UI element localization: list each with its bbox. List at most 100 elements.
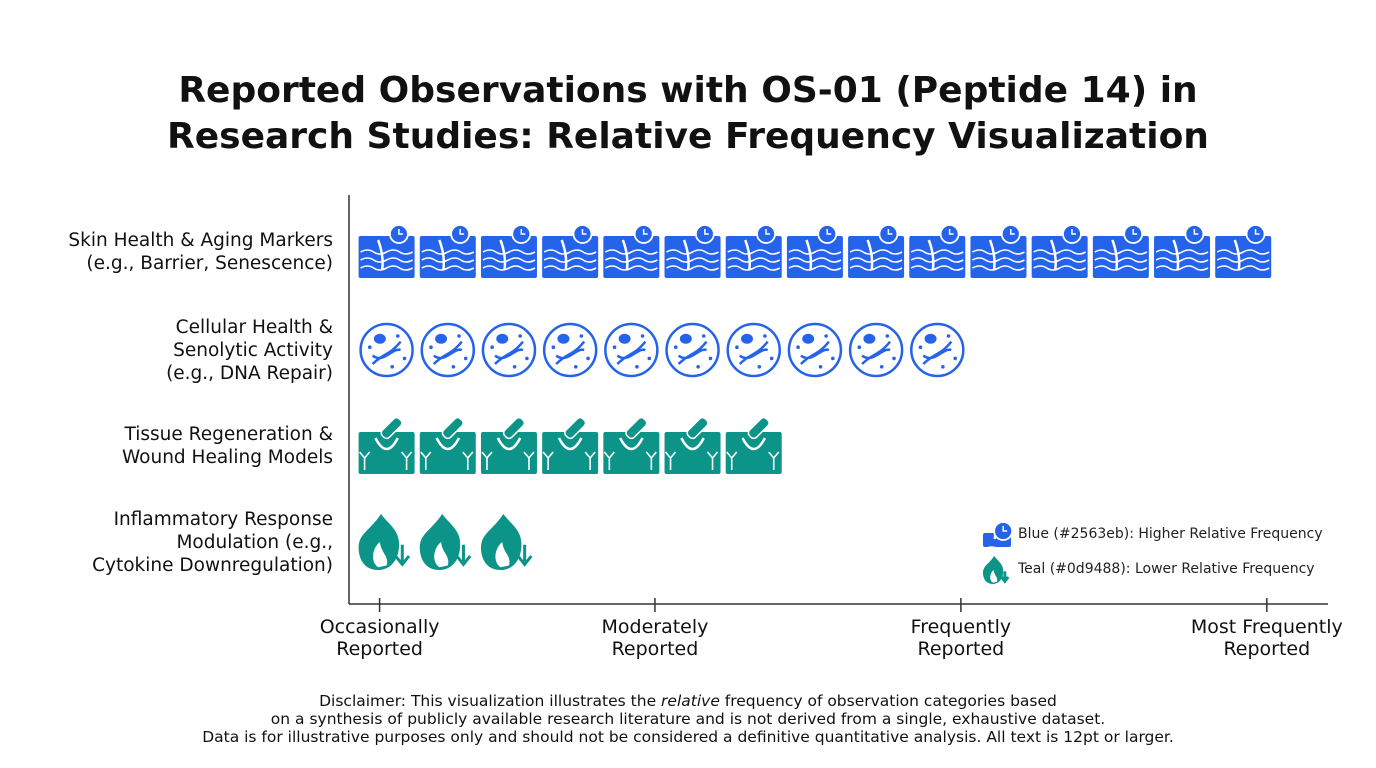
x-tick-label: Occasionally Reported: [319, 616, 440, 660]
icon-part: [988, 239, 996, 271]
icon-part: [542, 432, 599, 474]
chart-title: Reported Observations with OS-01 (Peptid…: [167, 70, 1209, 157]
icon-part: [708, 356, 713, 361]
icon-part: [666, 265, 719, 271]
icon-part: [802, 333, 815, 344]
icon-part: [373, 542, 388, 568]
icon-part: [520, 229, 526, 235]
icon-part: [863, 333, 876, 344]
icon: [848, 322, 904, 378]
icon-part: [573, 365, 578, 369]
icon-part: [455, 544, 472, 567]
disclaimer-text: frequency of observation categories base…: [202, 692, 1174, 746]
icon-part: [603, 451, 657, 470]
icon: [786, 224, 843, 278]
icon-part: [927, 239, 935, 271]
icon-part: [826, 229, 832, 235]
icon-part: [496, 333, 509, 344]
icon-part: [495, 542, 510, 568]
icon-part: [787, 322, 843, 378]
icon-part: [434, 542, 449, 568]
icon-part: [946, 334, 951, 338]
icon-part: [1216, 257, 1270, 263]
icon-part: [1132, 229, 1138, 235]
icon-part: [421, 249, 475, 255]
icon-part: [421, 265, 475, 271]
icon-part: [420, 322, 476, 378]
y-tick-label: Skin Health & Aging Markers (e.g., Barri…: [68, 230, 333, 274]
icon: [664, 224, 721, 278]
icon-part: [1254, 229, 1260, 235]
icon: [664, 416, 721, 474]
icon-part: [502, 416, 526, 440]
icon-part: [849, 265, 903, 271]
icon-part: [1216, 249, 1270, 255]
x-tick-label: Frequently Reported: [910, 616, 1012, 660]
icon-part: [604, 257, 658, 263]
icon-part: [543, 249, 597, 255]
icon-part: [786, 236, 843, 278]
icon-part: [984, 546, 1038, 552]
icon-part: [557, 333, 570, 344]
icon: [725, 224, 782, 278]
icon: [481, 322, 537, 378]
icon-part: [603, 432, 660, 474]
icon: [726, 322, 781, 378]
pictogram-row: [358, 224, 1272, 278]
disclaimer-emphasis: relative: [661, 692, 720, 710]
icon-part: [769, 356, 774, 361]
icon-part: [726, 451, 780, 470]
icon-part: [499, 239, 507, 271]
disclaimer-text: Disclaimer: This visualization illustrat…: [319, 692, 662, 710]
icon-part: [788, 265, 842, 271]
icon-part: [677, 340, 708, 365]
icon-part: [438, 239, 446, 271]
icon-part: [481, 451, 535, 470]
icon-part: [686, 416, 709, 440]
icon-part: [429, 345, 433, 349]
icon-part: [1033, 257, 1087, 263]
icon-part: [909, 236, 966, 278]
icon-part: [918, 345, 923, 349]
icon: [725, 416, 782, 474]
icon: [787, 322, 843, 378]
icon-part: [922, 340, 953, 365]
icon-part: [612, 345, 617, 349]
icon-part: [857, 345, 862, 349]
icon-part: [1155, 257, 1209, 263]
icon-part: [666, 249, 719, 255]
icon-part: [419, 236, 476, 278]
icon-part: [402, 356, 407, 361]
icon: [419, 224, 476, 278]
icon-part: [1154, 236, 1211, 278]
icon-part: [542, 322, 598, 378]
icon-part: [990, 570, 998, 583]
icon-part: [910, 257, 964, 263]
icon: [603, 224, 660, 278]
icon-part: [394, 544, 411, 567]
icon-part: [1094, 257, 1148, 263]
icon-part: [1094, 249, 1148, 255]
icon-part: [664, 432, 721, 474]
icon-part: [972, 249, 1025, 255]
icon: [358, 224, 415, 278]
icon-part: [818, 365, 823, 369]
icon-part: [887, 229, 893, 235]
icon-part: [948, 229, 954, 235]
icon-part: [848, 322, 904, 378]
icon-part: [673, 345, 678, 349]
icon-part: [642, 229, 648, 235]
icon: [848, 224, 905, 278]
icon-part: [371, 340, 402, 365]
icon-part: [551, 345, 556, 349]
icon-part: [640, 334, 645, 338]
icon-part: [910, 249, 964, 255]
icon-part: [849, 249, 903, 255]
icon-part: [463, 356, 468, 361]
icon-part: [376, 239, 384, 271]
icon-part: [682, 239, 690, 271]
icon: [480, 416, 537, 474]
icon-part: [796, 345, 800, 349]
disclaimer: Disclaimer: This visualization illustrat…: [0, 692, 1376, 746]
